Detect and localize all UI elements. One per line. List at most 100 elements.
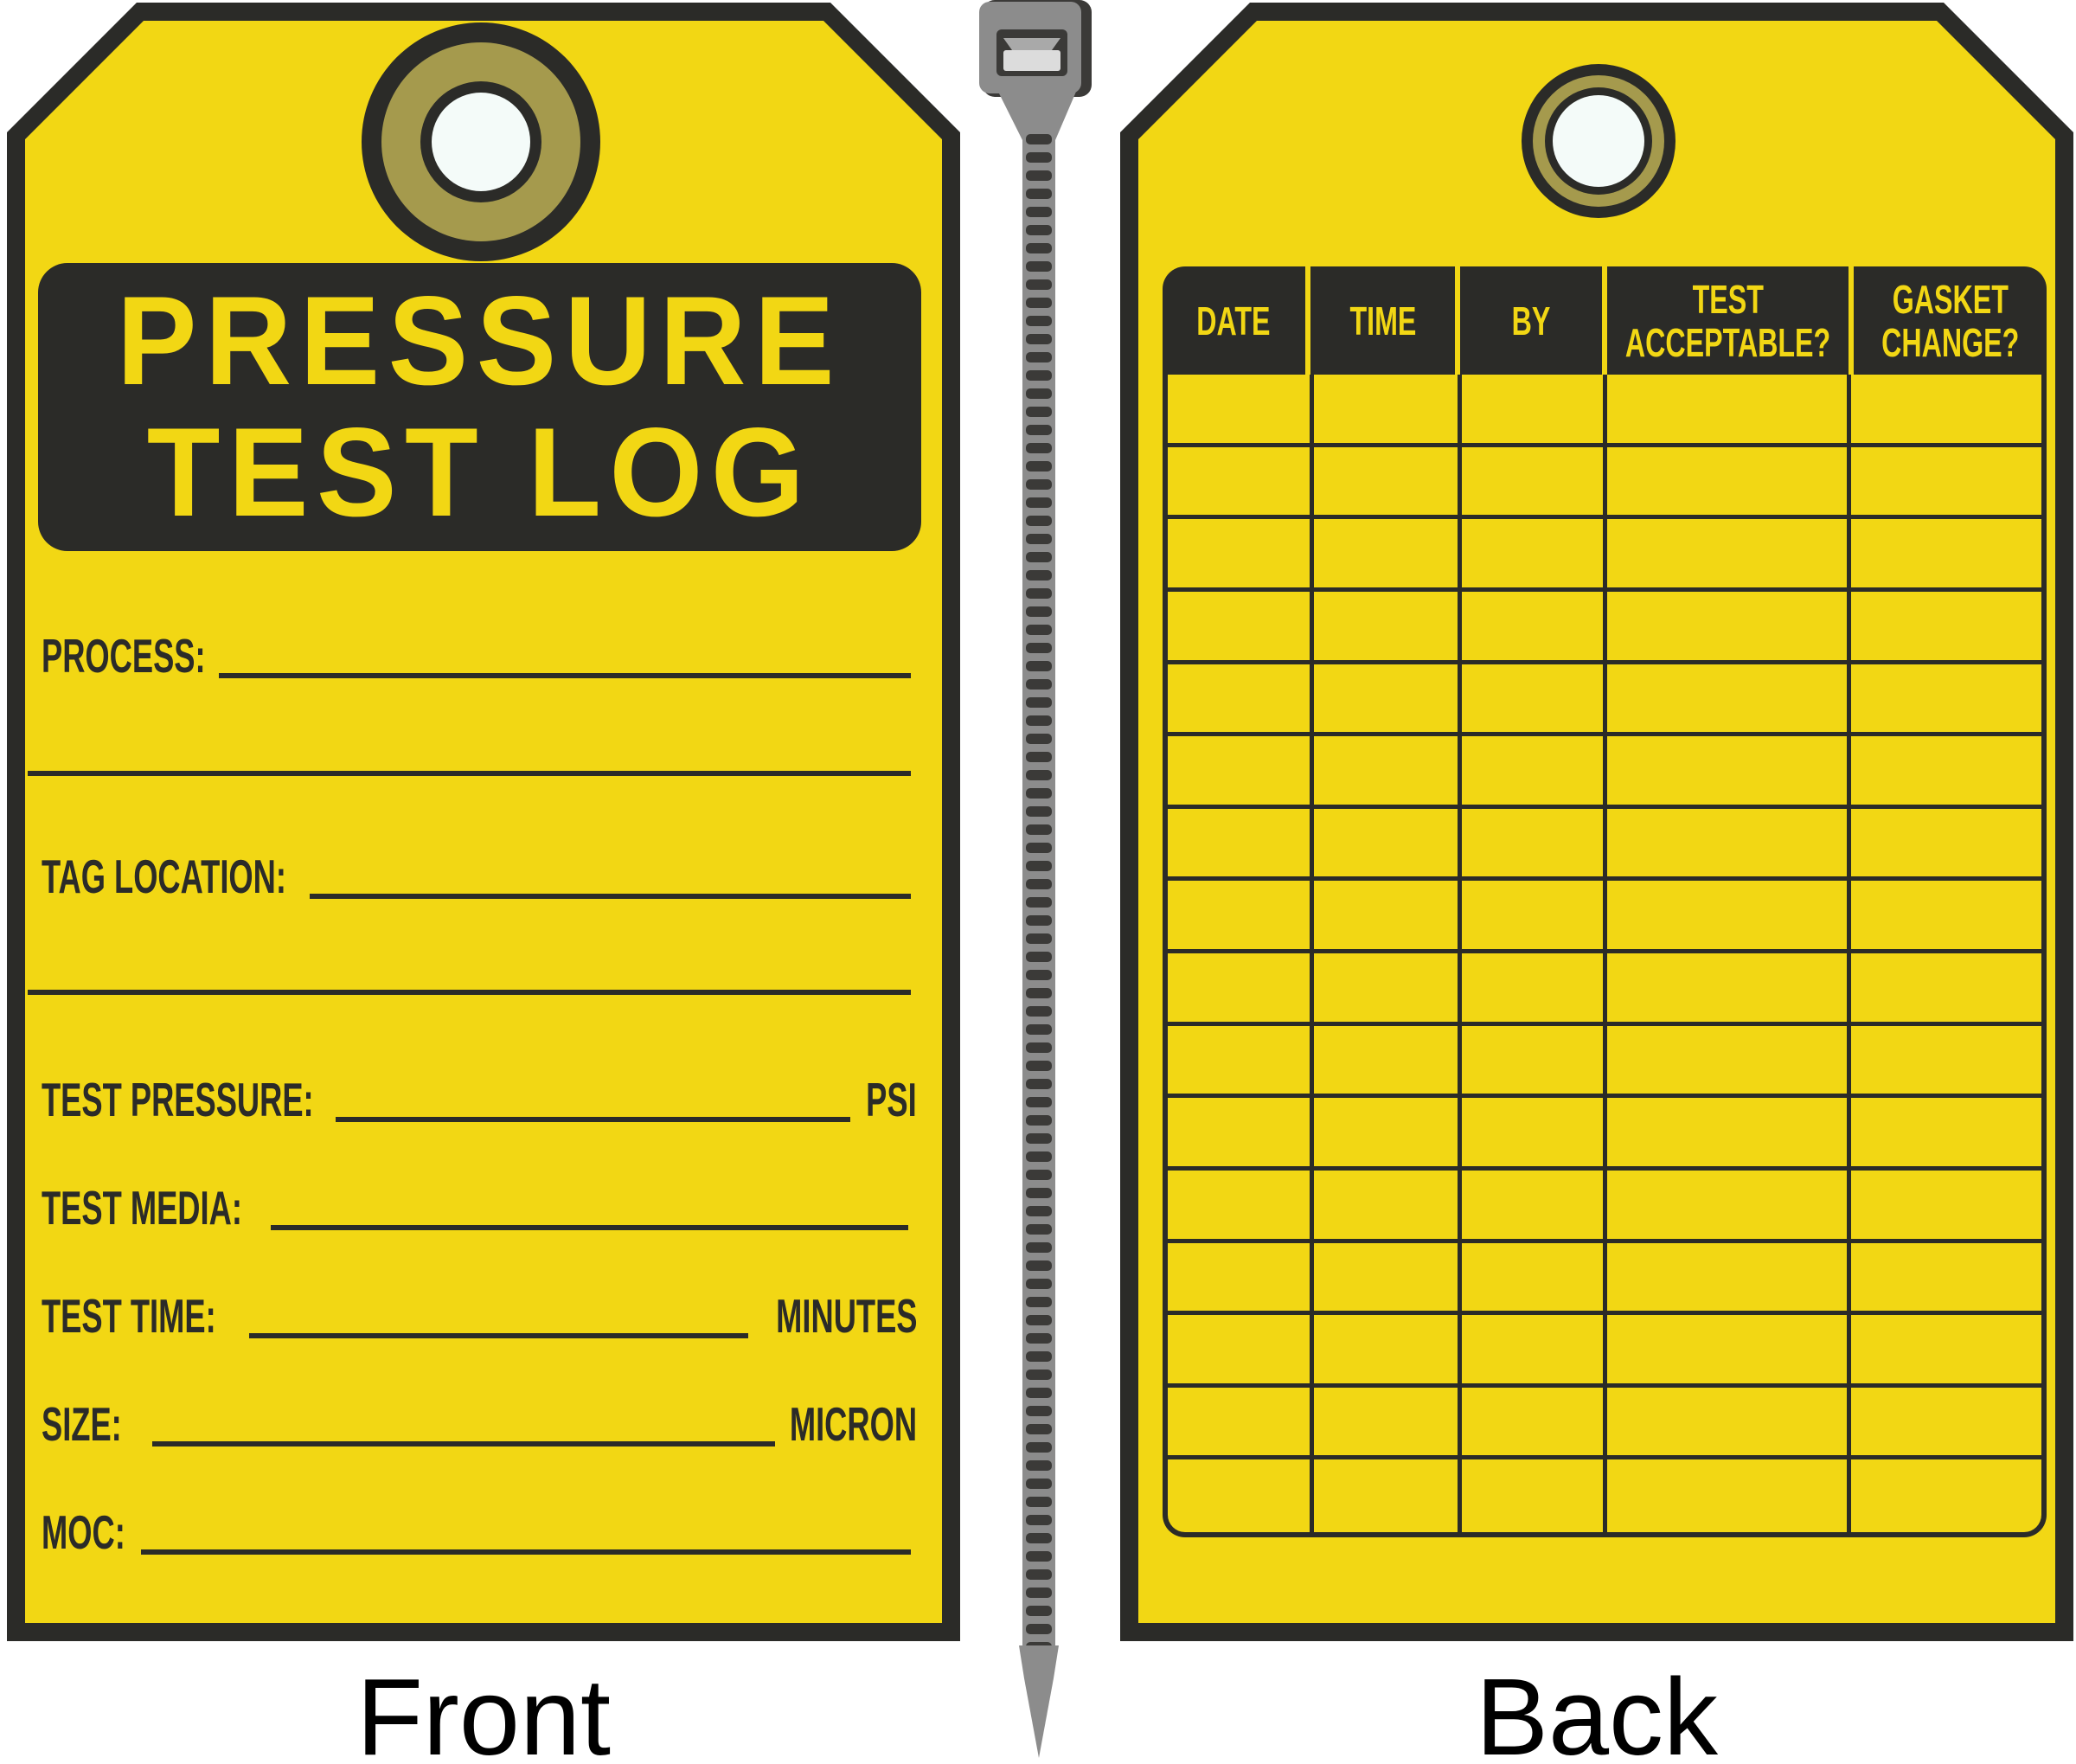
table-cell xyxy=(1607,1387,1851,1460)
table-cell xyxy=(1607,1170,1851,1243)
table-cell xyxy=(1850,592,2041,664)
back-tag: DATE TIME BY TEST ACCEPTABLE? GASKET CHA… xyxy=(1120,3,2073,1641)
table-cell xyxy=(1850,375,2041,447)
table-cell xyxy=(1462,1242,1607,1316)
table-cell xyxy=(1168,1170,1314,1243)
column-header-text: BY xyxy=(1511,298,1551,343)
table-cell xyxy=(1313,1242,1463,1316)
table-cell xyxy=(1168,1459,1314,1532)
grommet-back xyxy=(1522,64,1676,218)
log-table-header: DATE TIME BY TEST ACCEPTABLE? GASKET CHA… xyxy=(1163,266,2047,375)
table-cell xyxy=(1850,664,2041,737)
write-line xyxy=(219,673,911,678)
table-cell xyxy=(1607,881,1851,953)
field-label-test-pressure: TEST PRESSURE: xyxy=(42,1073,314,1126)
table-cell xyxy=(1313,591,1463,664)
write-line xyxy=(28,990,911,995)
write-line xyxy=(141,1549,911,1555)
column-header-date: DATE xyxy=(1163,266,1310,375)
write-line xyxy=(310,894,911,899)
table-cell xyxy=(1168,1242,1314,1316)
table-cell xyxy=(1462,736,1607,809)
table-cell xyxy=(1168,1387,1314,1460)
write-line xyxy=(28,771,911,776)
column-header-gasket-change: GASKET CHANGE? xyxy=(1854,266,2047,375)
table-cell xyxy=(1607,736,1851,809)
tie-slot-opening xyxy=(1003,50,1060,71)
table-cell xyxy=(1462,1315,1607,1388)
table-cell xyxy=(1313,446,1463,520)
table-cell xyxy=(1168,664,1314,737)
table-cell xyxy=(1607,519,1851,592)
table-cell xyxy=(1168,519,1314,592)
table-cell xyxy=(1850,1098,2041,1171)
table-cell xyxy=(1313,375,1463,447)
table-cell xyxy=(1168,1315,1314,1388)
table-cell xyxy=(1168,953,1314,1026)
table-cell xyxy=(1607,664,1851,737)
grommet-hole xyxy=(1553,95,1644,187)
tie-neck xyxy=(998,92,1076,140)
table-cell xyxy=(1607,1025,1851,1099)
field-unit-minutes: MINUTES xyxy=(775,1289,917,1343)
tie-strap-ribs xyxy=(1022,130,1055,1648)
table-cell xyxy=(1314,1459,1463,1532)
front-tag-shape xyxy=(7,3,960,1641)
cable-tie xyxy=(979,0,1092,1758)
table-cell xyxy=(1607,1098,1851,1171)
table-cell xyxy=(1168,808,1314,882)
table-cell xyxy=(1313,664,1463,737)
table-cell xyxy=(1168,446,1314,520)
table-cell xyxy=(1462,664,1607,737)
table-cell xyxy=(1850,881,2041,953)
table-cell xyxy=(1850,447,2041,520)
table-cell xyxy=(1313,1170,1463,1243)
table-cell xyxy=(1462,1025,1607,1099)
table-cell xyxy=(1313,881,1463,953)
table-cell xyxy=(1168,1098,1314,1171)
table-cell xyxy=(1850,519,2041,592)
title-line-2: TEST LOG xyxy=(146,401,813,542)
write-line xyxy=(152,1441,775,1446)
table-cell xyxy=(1313,953,1463,1026)
table-cell xyxy=(1462,953,1607,1026)
table-cell xyxy=(1462,881,1607,953)
table-cell xyxy=(1313,1025,1463,1099)
column-header-text: TEST xyxy=(1692,276,1764,322)
write-line xyxy=(249,1333,748,1338)
test-log-table: DATE TIME BY TEST ACCEPTABLE? GASKET CHA… xyxy=(1163,266,2047,1537)
table-cell xyxy=(1462,375,1607,447)
table-cell xyxy=(1850,1388,2041,1460)
column-header-by: BY xyxy=(1460,266,1608,375)
table-cell xyxy=(1462,1170,1607,1243)
table-cell xyxy=(1607,1242,1851,1316)
table-cell xyxy=(1462,808,1607,882)
table-cell xyxy=(1168,881,1314,953)
table-cell xyxy=(1850,809,2041,882)
back-caption: Back xyxy=(1475,1656,1719,1764)
tie-tip xyxy=(1019,1645,1059,1758)
table-cell xyxy=(1462,1098,1607,1171)
write-line xyxy=(271,1225,908,1230)
table-cell xyxy=(1607,591,1851,664)
table-cell xyxy=(1850,1243,2041,1316)
column-header-text: ACCEPTABLE? xyxy=(1624,319,1831,365)
log-table-body xyxy=(1163,375,2047,1537)
field-label-moc: MOC: xyxy=(42,1505,125,1559)
table-cell xyxy=(1850,1315,2041,1388)
column-header-text: CHANGE? xyxy=(1881,319,2020,365)
table-cell xyxy=(1607,375,1851,447)
table-cell xyxy=(1313,1098,1463,1171)
column-header-time: TIME xyxy=(1310,266,1461,375)
column-header-text: DATE xyxy=(1196,298,1271,343)
table-cell xyxy=(1850,1171,2041,1243)
field-unit-psi: PSI xyxy=(866,1073,917,1126)
table-cell xyxy=(1607,1315,1851,1388)
table-cell xyxy=(1462,1387,1607,1460)
grommet-front xyxy=(362,22,600,261)
field-label-size: SIZE: xyxy=(42,1397,122,1451)
table-cell xyxy=(1607,808,1851,882)
tie-slot-shade xyxy=(1003,38,1060,50)
table-cell xyxy=(1168,1025,1314,1099)
